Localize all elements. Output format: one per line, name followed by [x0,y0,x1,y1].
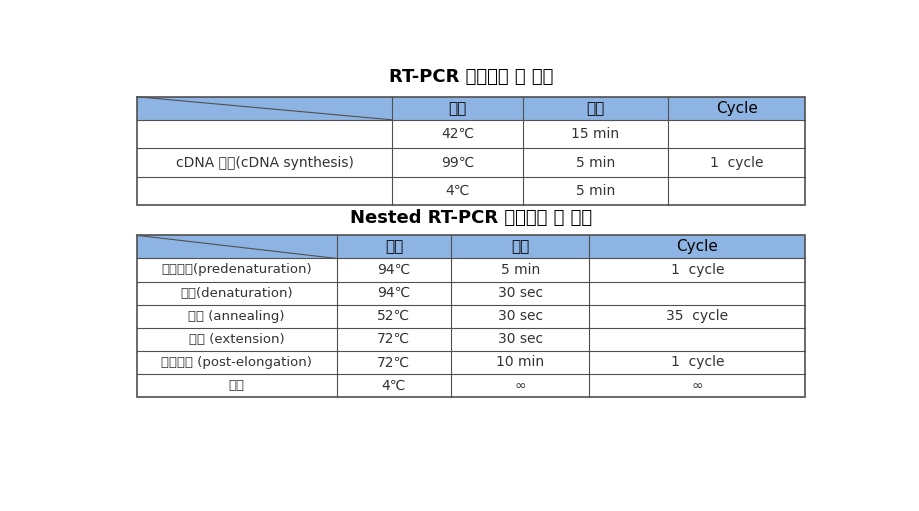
Text: 30 sec: 30 sec [497,286,543,300]
Text: ∞: ∞ [515,379,526,392]
Text: 결합 (annealing): 결합 (annealing) [188,310,285,322]
Text: 초기변성(predenaturation): 초기변성(predenaturation) [161,264,312,276]
Text: 15 min: 15 min [572,127,619,141]
Text: Cycle: Cycle [716,101,758,116]
Text: 72℃: 72℃ [378,355,411,369]
Text: 30 sec: 30 sec [497,332,543,346]
Text: 99℃: 99℃ [441,155,474,170]
Text: 온도: 온도 [385,239,403,254]
Text: 94℃: 94℃ [378,263,411,277]
Bar [137,97,805,205]
Text: 1  cycle: 1 cycle [671,355,724,369]
Text: 94℃: 94℃ [378,286,411,300]
Text: 4℃: 4℃ [445,184,470,198]
Text: 42℃: 42℃ [441,127,474,141]
Text: 시간: 시간 [511,239,529,254]
Text: 10 min: 10 min [496,355,544,369]
Text: 30 sec: 30 sec [497,309,543,323]
Bar [137,120,805,205]
Text: Nested RT-PCR 반응조건 및 온도: Nested RT-PCR 반응조건 및 온도 [350,208,592,227]
Bar [137,259,805,397]
Text: 온도: 온도 [448,101,467,116]
Bar [137,236,805,397]
Text: 최종신장 (post-elongation): 최종신장 (post-elongation) [161,356,312,369]
Text: 52℃: 52℃ [378,309,411,323]
Text: 시간: 시간 [586,101,605,116]
Text: 1  cycle: 1 cycle [671,263,724,277]
Text: cDNA 합성(cDNA synthesis): cDNA 합성(cDNA synthesis) [176,155,354,170]
Text: 확장 (extension): 확장 (extension) [188,333,284,346]
Text: 4℃: 4℃ [381,379,406,392]
Text: 변성(denaturation): 변성(denaturation) [180,287,293,299]
Text: 35  cycle: 35 cycle [666,309,729,323]
Text: RT-PCR 반응조건 및 온도: RT-PCR 반응조건 및 온도 [389,68,553,86]
Text: 5 min: 5 min [575,155,615,170]
Text: ∞: ∞ [691,379,703,392]
Bar [137,236,805,259]
Text: 72℃: 72℃ [378,332,411,346]
Text: 5 min: 5 min [575,184,615,198]
Text: 보관: 보관 [229,379,244,392]
Text: 1  cycle: 1 cycle [710,155,764,170]
Bar [137,97,805,120]
Text: Cycle: Cycle [676,239,719,254]
Text: 5 min: 5 min [501,263,539,277]
